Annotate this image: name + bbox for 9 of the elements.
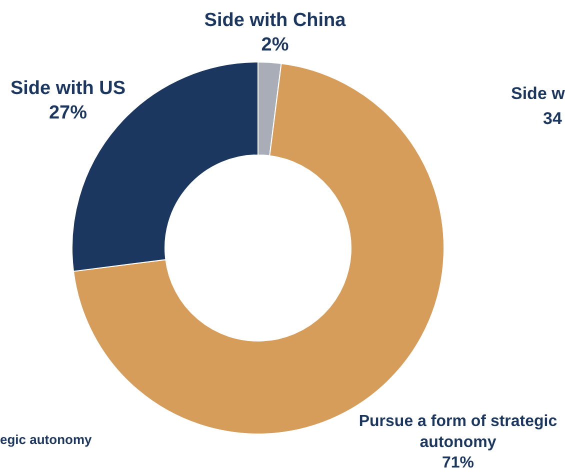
data-label: 71% (442, 454, 474, 472)
slice-label: Side with US (10, 78, 126, 99)
text: 34 (543, 109, 562, 128)
data-label: 2% (261, 34, 289, 56)
slice-label: Pursue a form of strategic autonomy (358, 413, 558, 451)
text: egic autonomy (0, 432, 93, 447)
text: Side w (511, 84, 565, 103)
data-label: 27% (48, 102, 88, 124)
slice-label: Side with China (204, 10, 346, 31)
